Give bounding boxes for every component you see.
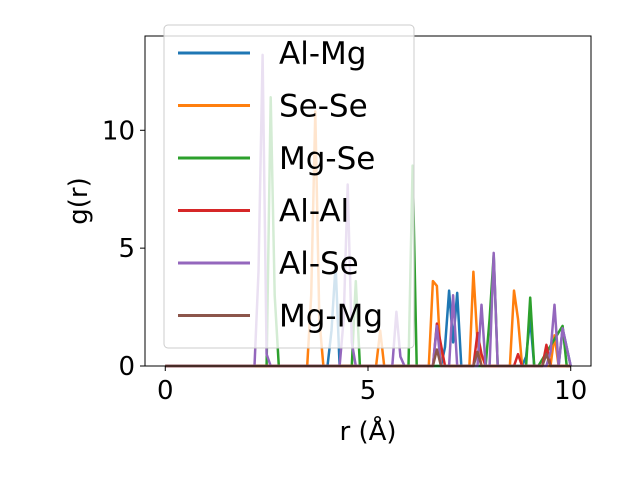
- axes-layer: 0 5 10 0 5 10: [102, 35, 592, 406]
- legend-label-mg-se: Mg-Se: [279, 141, 375, 177]
- legend-label-al-se: Al-Se: [279, 246, 359, 282]
- x-tick-label: 10: [554, 376, 587, 406]
- legend-label-al-mg: Al-Mg: [279, 36, 366, 72]
- y-axis-label: g(r): [64, 177, 94, 224]
- y-tick-label: 10: [102, 116, 135, 146]
- x-tick-label: 5: [360, 376, 377, 406]
- legend-label-al-al: Al-Al: [279, 194, 349, 230]
- legend: Al-Mg Se-Se Mg-Se Al-Al Al-Se Mg-Mg: [163, 24, 415, 349]
- x-axis-label: r (Å): [339, 415, 396, 447]
- y-tick-label: 0: [118, 352, 135, 382]
- legend-label-se-se: Se-Se: [279, 89, 368, 125]
- y-tick-label: 5: [118, 234, 135, 264]
- series-line-mg-mg: [165, 348, 571, 368]
- legend-label-mg-mg: Mg-Mg: [279, 299, 383, 335]
- x-tick-label: 0: [157, 376, 174, 406]
